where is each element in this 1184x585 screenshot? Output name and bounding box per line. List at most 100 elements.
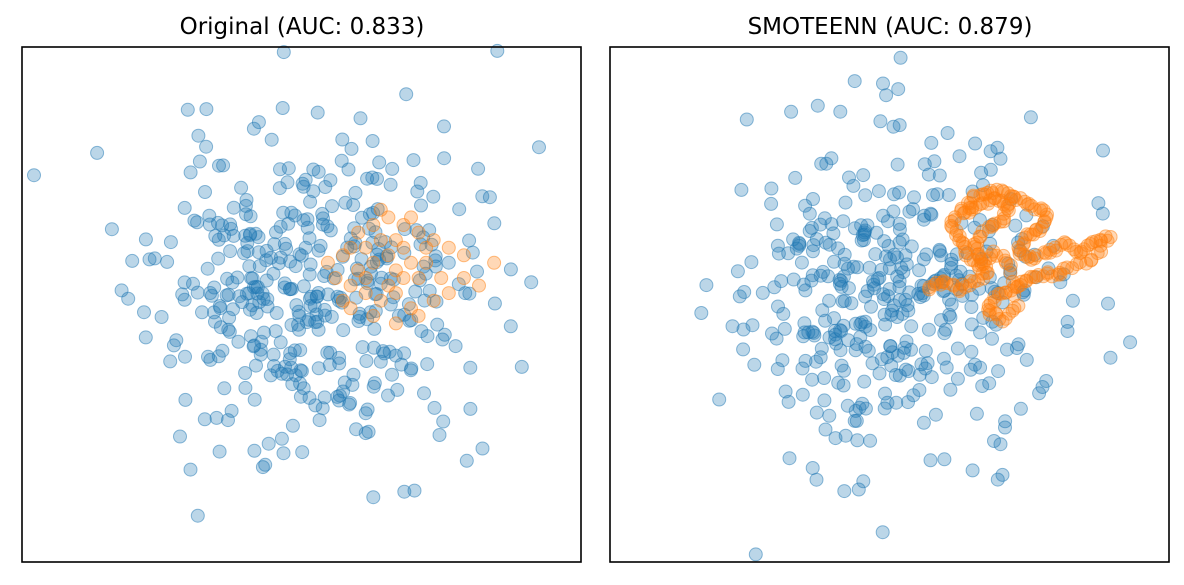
class-1-point xyxy=(456,248,471,263)
class-0-point xyxy=(932,242,947,257)
class-0-point xyxy=(308,315,323,330)
class-0-point xyxy=(827,311,841,326)
class-1-point xyxy=(404,210,418,225)
class-0-point xyxy=(273,335,288,350)
class-0-point xyxy=(797,325,812,340)
class-0-point xyxy=(226,200,241,215)
class-0-point xyxy=(804,273,819,288)
class-0-point xyxy=(353,111,368,126)
class-0-point xyxy=(191,128,206,143)
class-0-point xyxy=(1101,296,1115,311)
class-0-point xyxy=(836,214,851,229)
class-0-point xyxy=(323,173,338,188)
class-0-point xyxy=(195,305,209,320)
class-0-point xyxy=(886,119,901,134)
class-0-point xyxy=(901,303,916,318)
class-0-point xyxy=(878,317,893,332)
class-1-point xyxy=(441,286,456,301)
class-0-point xyxy=(892,235,907,250)
class-0-point xyxy=(273,250,288,265)
class-0-point xyxy=(292,308,307,323)
class-0-point xyxy=(1123,335,1138,350)
class-0-point xyxy=(924,135,939,150)
class-0-point xyxy=(899,257,914,272)
class-0-point xyxy=(712,392,727,407)
class-0-point xyxy=(420,357,435,372)
class-0-point xyxy=(788,170,803,185)
class-0-point xyxy=(876,287,891,302)
class-0-point xyxy=(795,387,810,402)
class-0-point xyxy=(367,376,382,391)
class-0-point xyxy=(366,206,381,220)
class-0-point xyxy=(369,287,384,301)
class-0-point xyxy=(397,484,412,499)
class-0-point xyxy=(332,393,346,408)
class-0-point xyxy=(794,255,809,270)
class-0-point xyxy=(817,371,832,385)
class-0-point xyxy=(211,251,226,266)
class-0-point xyxy=(841,261,855,276)
class-1-point xyxy=(456,271,471,285)
class-0-point xyxy=(834,358,849,373)
class-0-point xyxy=(851,482,866,497)
class-0-point xyxy=(936,351,951,366)
class-0-point xyxy=(993,151,1008,166)
class-0-point xyxy=(224,403,239,418)
class-0-point xyxy=(261,436,276,451)
class-0-point xyxy=(470,264,484,279)
class-1-point xyxy=(411,225,426,240)
class-0-point xyxy=(375,344,390,359)
class-1-point xyxy=(404,255,418,270)
class-0-point xyxy=(901,395,915,410)
class-1-point xyxy=(426,293,441,308)
class-1-point xyxy=(929,275,944,290)
class-0-point xyxy=(912,383,927,397)
class-1-point xyxy=(358,286,373,301)
class-0-point xyxy=(302,231,317,246)
class-0-point xyxy=(412,273,427,288)
class-1-point xyxy=(419,240,434,255)
class-0-point xyxy=(1032,386,1047,401)
class-0-point xyxy=(258,457,273,472)
class-0-point xyxy=(937,452,952,467)
class-0-point xyxy=(890,157,905,172)
class-0-point xyxy=(965,463,980,478)
class-0-point xyxy=(253,342,268,357)
class-0-point xyxy=(406,153,421,168)
class-0-point xyxy=(246,121,261,136)
class-0-point xyxy=(876,76,890,91)
class-1-point xyxy=(1007,288,1022,303)
class-0-point xyxy=(409,223,424,238)
class-0-point xyxy=(818,313,833,328)
class-0-point xyxy=(203,352,218,367)
class-0-point xyxy=(173,429,187,444)
class-0-point xyxy=(217,381,232,396)
class-0-point xyxy=(306,162,321,177)
class-0-point xyxy=(163,354,178,369)
class-0-point xyxy=(736,342,751,357)
class-0-point xyxy=(231,334,246,349)
class-0-point xyxy=(893,50,908,65)
plot-title-original: Original (AUC: 0.833) xyxy=(180,14,425,40)
class-0-point xyxy=(366,490,381,505)
class-0-point xyxy=(856,168,871,183)
class-0-point xyxy=(892,185,907,200)
class-0-point xyxy=(952,149,967,164)
class-1-point xyxy=(441,240,456,255)
class-1-point xyxy=(358,240,373,255)
class-0-point xyxy=(315,401,330,416)
class-0-point xyxy=(198,185,212,199)
class-0-point xyxy=(781,394,796,409)
class-0-point xyxy=(857,374,872,389)
class-0-point xyxy=(786,272,801,287)
class-0-point xyxy=(1023,110,1038,125)
class-0-point xyxy=(532,140,546,155)
class-0-point xyxy=(771,246,786,261)
class-0-point xyxy=(748,547,763,562)
class-0-point xyxy=(897,340,912,355)
class-0-point xyxy=(1039,374,1054,388)
class-0-point xyxy=(211,215,225,230)
class-0-point xyxy=(238,366,253,380)
class-0-point xyxy=(841,333,856,348)
class-0-point xyxy=(360,402,375,417)
